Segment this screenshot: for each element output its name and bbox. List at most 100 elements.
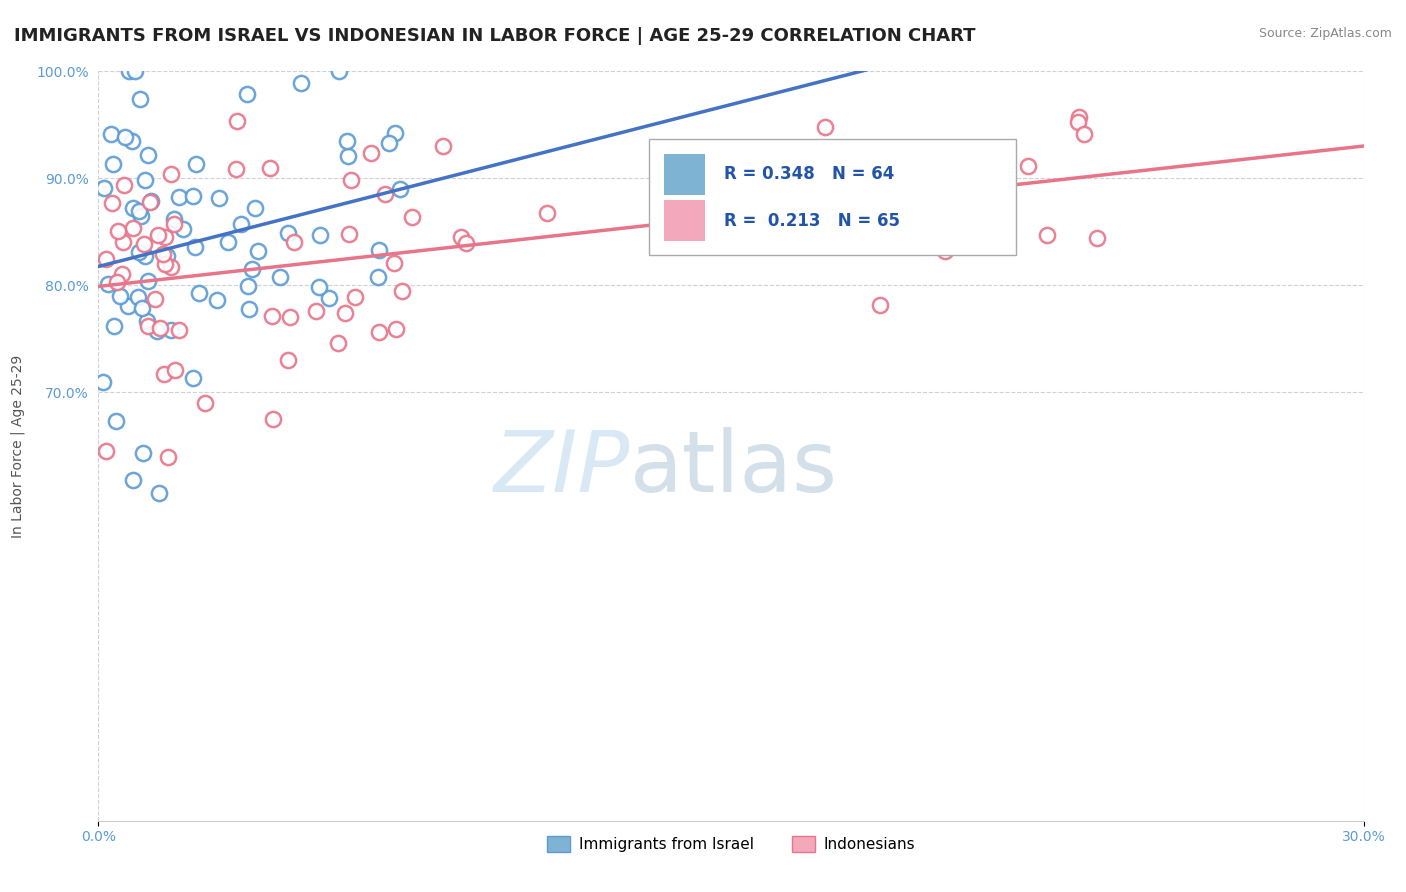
- Legend: Immigrants from Israel, Indonesians: Immigrants from Israel, Indonesians: [540, 830, 922, 858]
- Point: [94, 252, 117, 266]
- Point: [163, 362, 186, 376]
- Point: [308, 280, 330, 294]
- Point: [146, 324, 169, 338]
- Point: [184, 157, 207, 171]
- Point: [986, 175, 1008, 189]
- Point: [101, 157, 124, 171]
- Point: [108, 289, 131, 303]
- Point: [122, 201, 145, 215]
- Point: [337, 227, 360, 242]
- Point: [432, 139, 454, 153]
- Point: [374, 187, 396, 202]
- Bar: [664, 200, 704, 242]
- Point: [134, 249, 156, 263]
- Point: [93, 180, 115, 194]
- Point: [132, 446, 155, 460]
- Point: [167, 189, 190, 203]
- Point: [953, 186, 976, 201]
- Point: [1067, 110, 1090, 124]
- Point: [536, 206, 558, 220]
- Point: [246, 244, 269, 259]
- Point: [277, 352, 299, 367]
- Point: [283, 235, 305, 249]
- Point: [263, 412, 285, 426]
- Point: [217, 235, 239, 249]
- Point: [240, 262, 263, 277]
- Point: [97, 277, 120, 292]
- Text: Source: ZipAtlas.com: Source: ZipAtlas.com: [1258, 27, 1392, 40]
- Point: [801, 205, 824, 219]
- Point: [236, 279, 259, 293]
- Point: [127, 290, 149, 304]
- Point: [128, 245, 150, 260]
- Point: [401, 211, 423, 225]
- Point: [194, 396, 217, 410]
- Point: [101, 196, 124, 211]
- Point: [155, 230, 177, 244]
- Point: [231, 217, 253, 231]
- Point: [118, 64, 141, 78]
- Point: [136, 274, 159, 288]
- Text: ZIP: ZIP: [494, 427, 630, 510]
- Point: [148, 486, 170, 500]
- Point: [290, 76, 312, 90]
- Text: R = 0.348   N = 64: R = 0.348 N = 64: [724, 165, 894, 184]
- Point: [378, 136, 401, 150]
- Point: [333, 306, 356, 320]
- Point: [260, 309, 283, 323]
- Point: [163, 211, 186, 226]
- Point: [160, 167, 183, 181]
- Point: [172, 222, 194, 236]
- Point: [136, 148, 159, 162]
- Point: [391, 285, 413, 299]
- Point: [243, 201, 266, 215]
- Point: [1073, 127, 1095, 141]
- Point: [226, 114, 249, 128]
- Point: [134, 236, 156, 251]
- Point: [368, 325, 391, 339]
- Point: [238, 301, 260, 316]
- FancyBboxPatch shape: [648, 139, 1015, 255]
- Point: [122, 473, 145, 487]
- Point: [208, 191, 231, 205]
- Point: [277, 226, 299, 240]
- Point: [114, 178, 136, 192]
- Point: [305, 304, 328, 318]
- Text: atlas: atlas: [630, 427, 838, 510]
- Point: [103, 318, 125, 333]
- Point: [134, 173, 156, 187]
- Point: [153, 368, 176, 382]
- Point: [121, 134, 143, 148]
- Point: [814, 120, 837, 135]
- Point: [104, 414, 127, 428]
- Point: [389, 182, 412, 196]
- Point: [160, 322, 183, 336]
- Point: [105, 275, 128, 289]
- Point: [259, 161, 281, 175]
- Point: [225, 161, 247, 176]
- Point: [131, 301, 153, 316]
- Point: [360, 145, 382, 160]
- Point: [152, 247, 174, 261]
- Point: [145, 292, 167, 306]
- Point: [336, 148, 359, 162]
- Point: [135, 313, 157, 327]
- Bar: [664, 153, 704, 195]
- Point: [1017, 159, 1039, 173]
- Point: [124, 64, 146, 78]
- Point: [1085, 231, 1108, 245]
- Point: [146, 228, 169, 243]
- Point: [117, 299, 139, 313]
- Point: [107, 224, 129, 238]
- Point: [269, 269, 291, 284]
- Text: R =  0.213   N = 65: R = 0.213 N = 65: [724, 211, 900, 230]
- Point: [149, 321, 172, 335]
- Point: [183, 370, 205, 384]
- Point: [153, 257, 176, 271]
- Point: [344, 290, 367, 304]
- Point: [187, 286, 209, 301]
- Point: [336, 134, 359, 148]
- Point: [382, 256, 405, 270]
- Point: [318, 291, 340, 305]
- Point: [205, 293, 228, 307]
